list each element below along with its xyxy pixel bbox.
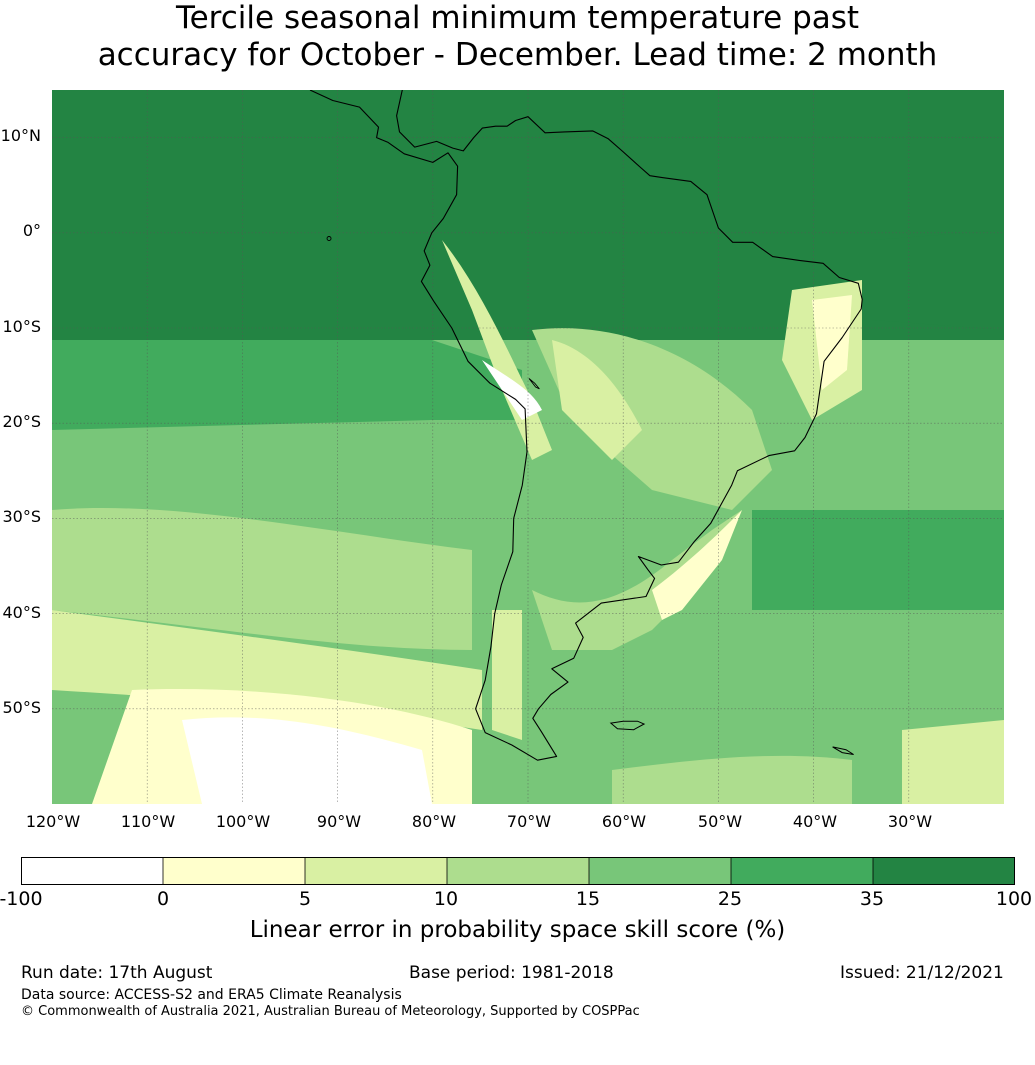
colorbar-tick-35: 35: [859, 888, 885, 910]
lat-label-50s: 50°S: [2, 698, 41, 717]
colorbar-tick-10: 10: [433, 888, 459, 910]
lon-label-40w: 40°W: [792, 812, 838, 831]
run-date: Run date: 17th August: [21, 963, 213, 983]
map-title: Tercile seasonal minimum temperature pas…: [0, 0, 1035, 74]
colorbar-tick-neg100: -100: [0, 888, 43, 910]
colorbar-segment: [163, 857, 306, 885]
skill-zone: [552, 340, 642, 460]
skill-zone: [532, 510, 742, 650]
colorbar-label: Linear error in probability space skill …: [249, 917, 786, 943]
colorbar-frame: [21, 857, 1015, 885]
lake-titicaca-outline: [528, 378, 540, 390]
skill-score-map: [52, 90, 1004, 804]
lat-label-0: 0°: [22, 221, 41, 240]
lon-label-60w: 60°W: [601, 812, 647, 831]
lat-label-10s: 10°S: [2, 317, 41, 336]
lon-label-100w: 100°W: [215, 812, 271, 831]
skill-zone: [652, 510, 742, 620]
skill-zone: [52, 610, 482, 730]
colorbar-tick-5: 5: [298, 888, 312, 910]
colorbar-tick-100: 100: [995, 888, 1033, 910]
lat-label-40s: 40°S: [2, 603, 41, 622]
copyright-notice: © Commonwealth of Australia 2021, Austra…: [21, 1004, 640, 1019]
skill-zone: [812, 295, 852, 390]
skill-zone: [872, 230, 1004, 330]
skill-zone: [492, 610, 522, 740]
lon-label-120w: 120°W: [25, 812, 81, 831]
skill-zone: [902, 720, 1004, 804]
colorbar: [21, 857, 1015, 885]
base-period: Base period: 1981-2018: [409, 963, 614, 983]
lon-label-30w: 30°W: [887, 812, 933, 831]
data-source: Data source: ACCESS-S2 and ERA5 Climate …: [21, 987, 402, 1003]
skill-zone: [52, 508, 472, 650]
skill-zone: [752, 510, 1004, 610]
colorbar-segment: [447, 857, 590, 885]
colorbar-segment: [305, 857, 448, 885]
skill-zone: [482, 360, 542, 420]
skill-zone: [182, 717, 432, 804]
gridlines: [52, 90, 1004, 804]
colorbar-tick-25: 25: [717, 888, 743, 910]
continent-coastline: [309, 90, 863, 761]
south-georgia-outline: [832, 746, 854, 755]
title-line-1: Tercile seasonal minimum temperature pas…: [175, 0, 860, 36]
lon-label-110w: 110°W: [120, 812, 176, 831]
lon-label-50w: 50°W: [697, 812, 743, 831]
skill-zone: [612, 755, 852, 804]
lat-label-30s: 30°S: [2, 507, 41, 526]
lat-label-20s: 20°S: [2, 412, 41, 431]
colorbar-segment: [21, 857, 164, 885]
colorbar-tick-15: 15: [575, 888, 601, 910]
lon-label-90w: 90°W: [316, 812, 362, 831]
lon-label-80w: 80°W: [411, 812, 457, 831]
colorbar-segment: [873, 857, 1015, 885]
title-line-2: accuracy for October - December. Lead ti…: [97, 37, 938, 73]
colorbar-segment: [589, 857, 732, 885]
colorbar-segment: [731, 857, 874, 885]
falkland-islands-outline: [609, 720, 646, 731]
colorbar-tick-0: 0: [156, 888, 170, 910]
lon-label-70w: 70°W: [506, 812, 552, 831]
coastline-layer: [309, 90, 863, 761]
lat-label-10n: 10°N: [0, 126, 41, 145]
map-panel: [52, 90, 1004, 804]
galapagos-outline: [326, 236, 332, 241]
issued-date: Issued: 21/12/2021: [840, 963, 1004, 983]
